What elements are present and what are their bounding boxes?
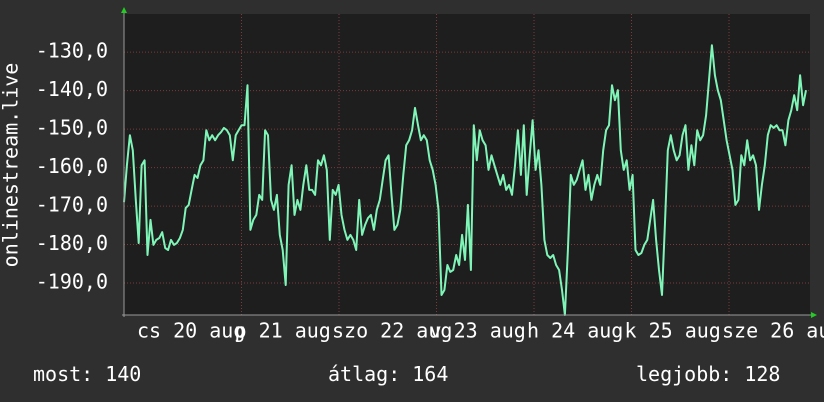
stat-value: 164 (412, 362, 448, 386)
labels: -130,0 -140,0 -150,0 -160,0 -170,0 -180,0 -190… (33, 39, 824, 386)
y-tick-label: -160,0 (36, 154, 108, 178)
x-tick-label: sze 26 aug (722, 319, 824, 343)
series (123, 44, 807, 316)
stat: átlag: 164 (328, 362, 448, 386)
y-tick-label: -140,0 (36, 77, 108, 101)
data-line (123, 44, 807, 316)
stat: legjobb: 128 (636, 362, 780, 386)
x-tick-label: szo 22 aug (332, 319, 452, 343)
y-axis-arrow (121, 7, 127, 13)
x-tick-label: k 25 aug (625, 319, 721, 343)
stat-value: 128 (744, 362, 780, 386)
x-axis-arrow (811, 312, 817, 318)
stat-value: 140 (105, 362, 141, 386)
x-tick-label: p 21 aug (235, 319, 331, 343)
y-tick-label: -180,0 (36, 231, 108, 255)
y-tick-label: -150,0 (36, 116, 108, 140)
y-tick-label: -190,0 (36, 270, 108, 294)
y-tick-label: -170,0 (36, 193, 108, 217)
y-axis-title: onlinestream.live (0, 63, 23, 268)
x-tick-label: v 23 aug (430, 319, 526, 343)
y-tick-label: -130,0 (36, 39, 108, 63)
stat: most: 140 (33, 362, 141, 386)
stat-label: most: (33, 362, 93, 386)
stat-label: átlag: (328, 362, 400, 386)
x-tick-label: cs 20 aug (137, 319, 245, 343)
stat-label: legjobb: (636, 362, 732, 386)
x-tick-label: h 24 aug (527, 319, 623, 343)
plot-area (124, 14, 810, 315)
